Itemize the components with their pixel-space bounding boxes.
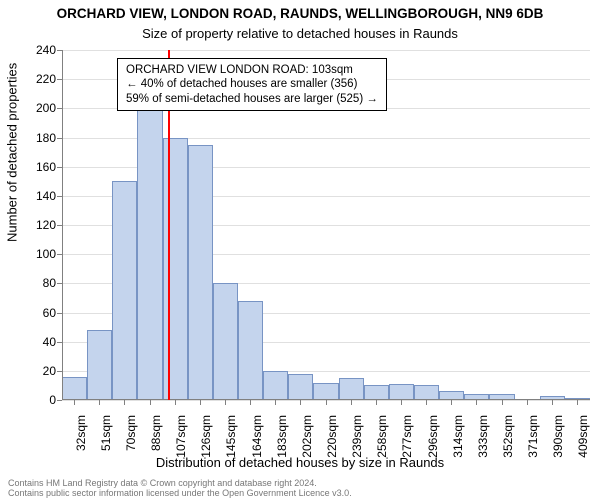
x-tick-label: 126sqm: [199, 415, 213, 465]
y-tick-label: 140: [36, 189, 56, 203]
attribution-footer: Contains HM Land Registry data © Crown c…: [8, 478, 352, 498]
annotation-box: ORCHARD VIEW LONDON ROAD: 103sqm← 40% of…: [117, 58, 387, 111]
histogram-bar: [313, 383, 338, 401]
y-axis-label: Number of detached properties: [5, 63, 20, 242]
y-tick-label: 200: [36, 101, 56, 115]
histogram-bar: [112, 181, 137, 400]
y-tick-label: 120: [36, 218, 56, 232]
y-tick-label: 20: [43, 364, 56, 378]
x-tick-label: 32sqm: [74, 415, 88, 465]
histogram-bar: [414, 385, 439, 400]
x-tick-label: 70sqm: [124, 415, 138, 465]
footer-line-1: Contains HM Land Registry data © Crown c…: [8, 478, 352, 488]
x-tick-label: 333sqm: [476, 415, 490, 465]
histogram-bar: [263, 371, 288, 400]
x-tick-label: 145sqm: [224, 415, 238, 465]
x-tick-label: 390sqm: [551, 415, 565, 465]
footer-line-2: Contains public sector information licen…: [8, 488, 352, 498]
histogram-bar: [339, 378, 364, 400]
x-tick-label: 352sqm: [501, 415, 515, 465]
histogram-bar: [62, 377, 87, 400]
histogram-bar: [288, 374, 313, 400]
y-tick-label: 160: [36, 160, 56, 174]
histogram-bar: [389, 384, 414, 400]
y-tick-label: 60: [43, 306, 56, 320]
annot-line-1: ORCHARD VIEW LONDON ROAD: 103sqm: [126, 63, 378, 77]
annot-line-2: ← 40% of detached houses are smaller (35…: [126, 77, 378, 91]
x-tick-label: 220sqm: [325, 415, 339, 465]
x-tick-label: 183sqm: [275, 415, 289, 465]
x-tick-label: 258sqm: [375, 415, 389, 465]
histogram-bar: [364, 385, 389, 400]
chart-subtitle: Size of property relative to detached ho…: [0, 26, 600, 41]
y-tick-label: 180: [36, 131, 56, 145]
x-tick-label: 107sqm: [174, 415, 188, 465]
y-tick-label: 0: [49, 393, 56, 407]
x-tick-label: 51sqm: [99, 415, 113, 465]
y-tick-label: 100: [36, 247, 56, 261]
annot-line-3: 59% of semi-detached houses are larger (…: [126, 92, 378, 106]
histogram-bar: [163, 138, 188, 401]
x-tick-label: 239sqm: [350, 415, 364, 465]
y-tick-label: 80: [43, 276, 56, 290]
histogram-bar: [238, 301, 263, 400]
x-tick-label: 88sqm: [149, 415, 163, 465]
x-tick-label: 371sqm: [526, 415, 540, 465]
histogram-bar: [87, 330, 112, 400]
x-tick-label: 164sqm: [250, 415, 264, 465]
x-tick-label: 277sqm: [400, 415, 414, 465]
chart-title: ORCHARD VIEW, LONDON ROAD, RAUNDS, WELLI…: [0, 6, 600, 21]
x-tick-label: 409sqm: [576, 415, 590, 465]
x-tick-label: 296sqm: [426, 415, 440, 465]
y-tick-label: 240: [36, 43, 56, 57]
x-tick-label: 202sqm: [300, 415, 314, 465]
histogram-chart: ORCHARD VIEW, LONDON ROAD, RAUNDS, WELLI…: [0, 0, 600, 500]
plot-area: 02040608010012014016018020022024032sqm51…: [62, 50, 590, 400]
histogram-bar: [213, 283, 238, 400]
histogram-bar: [137, 98, 162, 400]
y-tick-label: 220: [36, 72, 56, 86]
gridline: [62, 50, 590, 51]
y-tick-label: 40: [43, 335, 56, 349]
histogram-bar: [188, 145, 213, 400]
x-tick-label: 314sqm: [451, 415, 465, 465]
